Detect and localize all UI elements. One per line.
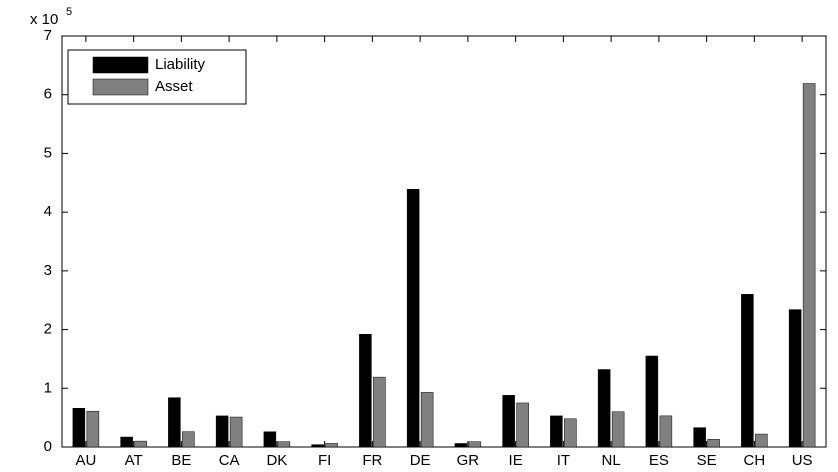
x-tick-label: DK — [266, 452, 287, 469]
bar — [788, 309, 802, 448]
x-tick-label: SE — [697, 452, 717, 469]
y-tick-label: 5 — [44, 144, 52, 161]
bar — [755, 433, 768, 448]
bar — [611, 411, 625, 448]
y-tick-label: 2 — [44, 321, 52, 338]
bar — [168, 397, 181, 448]
bar — [373, 376, 386, 448]
x-tick-label: IE — [509, 452, 523, 469]
x-tick-label: AU — [75, 452, 96, 469]
bar — [72, 407, 86, 448]
bar — [741, 294, 754, 448]
bar — [564, 418, 577, 448]
x-tick-label: FI — [318, 452, 331, 469]
y-tick-label: 0 — [44, 438, 52, 455]
x-tick-label: ES — [649, 452, 669, 469]
bar — [325, 443, 338, 448]
bar — [311, 444, 324, 448]
x-tick-label: FR — [362, 452, 382, 469]
bar — [420, 392, 434, 448]
x-tick-label: GR — [457, 452, 480, 469]
legend-swatch — [92, 78, 149, 96]
bar — [134, 440, 147, 448]
y-tick-label: 1 — [44, 379, 52, 396]
x-tick-label: NL — [602, 452, 621, 469]
bar — [550, 415, 563, 448]
bar — [215, 415, 229, 448]
legend-label: Liability — [155, 56, 206, 73]
bar — [597, 369, 611, 448]
x-tick-label: CH — [744, 452, 766, 469]
bar — [454, 443, 468, 448]
bar — [707, 439, 720, 448]
bar — [182, 431, 195, 448]
x-tick-label: AT — [125, 452, 143, 469]
y-tick-label: 6 — [44, 86, 52, 103]
bar — [359, 334, 372, 448]
legend-label: Asset — [155, 78, 193, 95]
bar — [516, 402, 529, 448]
bar — [406, 188, 420, 448]
x-tick-label: IT — [557, 452, 570, 469]
bar — [263, 431, 277, 448]
bar — [468, 441, 482, 448]
bar — [802, 83, 816, 448]
y-tick-label: 3 — [44, 262, 52, 279]
x-tick-label: US — [792, 452, 813, 469]
legend-swatch — [92, 56, 149, 74]
bar — [120, 436, 133, 448]
bar — [693, 427, 706, 448]
x-tick-label: CA — [219, 452, 240, 469]
y-tick-label: 4 — [44, 203, 52, 220]
bar — [659, 415, 673, 448]
x-tick-label: DE — [410, 452, 431, 469]
x-tick-label: BE — [171, 452, 191, 469]
bar — [86, 410, 100, 448]
y-scale-exponent: 5 — [66, 6, 72, 18]
bar — [277, 441, 291, 448]
bar — [502, 395, 515, 448]
bar — [645, 355, 659, 448]
y-scale: x 10 — [30, 11, 58, 28]
y-tick-label: 7 — [44, 27, 52, 44]
bar — [229, 416, 243, 448]
plot-frame — [61, 35, 827, 448]
